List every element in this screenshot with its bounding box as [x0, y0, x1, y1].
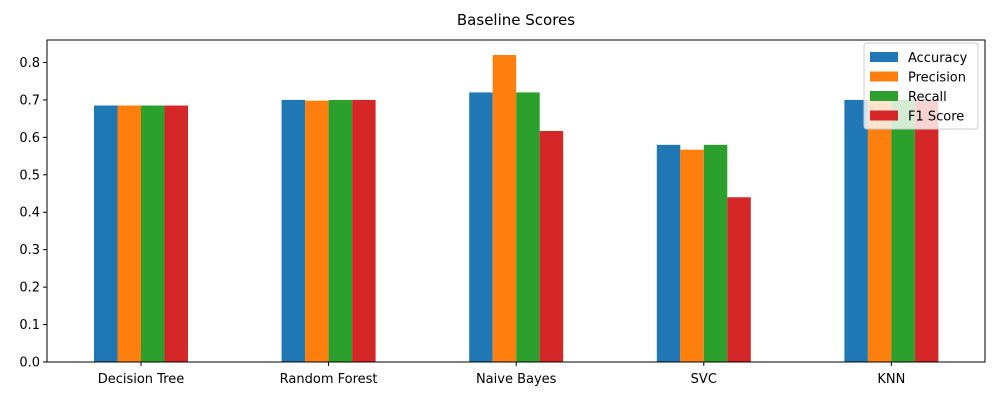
legend-swatch-f1-score — [870, 110, 898, 121]
bar-f1-score-2 — [539, 130, 564, 362]
bar-f1-score-1 — [352, 99, 376, 362]
legend-swatch-recall — [870, 91, 898, 101]
legend: Accuracy Precision Recall F1 Score — [863, 42, 979, 130]
bar-precision-0 — [117, 105, 141, 363]
bar-recall-1 — [328, 99, 353, 362]
bar-precision-4 — [867, 99, 892, 362]
legend-box — [863, 42, 979, 130]
bar-accuracy-4 — [844, 99, 868, 362]
bar-f1-score-3 — [727, 197, 751, 362]
chart-title: Baseline Scores — [457, 11, 575, 29]
x-tick-label: KNN — [877, 372, 905, 387]
bar-precision-2 — [492, 54, 517, 362]
legend-label-recall: Recall — [908, 90, 947, 105]
bar-recall-2 — [516, 92, 540, 363]
x-tick-label: SVC — [691, 372, 717, 387]
bar-accuracy-1 — [281, 99, 306, 362]
y-tick-label: 0.5 — [19, 168, 40, 183]
y-tick-label: 0.8 — [19, 56, 40, 71]
x-tick-label: Naive Bayes — [476, 372, 557, 387]
bar-f1-score-0 — [164, 105, 188, 363]
y-tick-label: 0.1 — [19, 318, 40, 333]
bar-recall-3 — [703, 144, 728, 362]
y-tick-label: 0.2 — [19, 281, 40, 296]
x-tick-label: Decision Tree — [98, 372, 185, 387]
legend-label-precision: Precision — [908, 71, 966, 86]
bar-recall-0 — [141, 105, 165, 363]
y-tick-label: 0.6 — [19, 131, 40, 146]
y-tick-label: 0.3 — [19, 243, 40, 258]
y-tick-label: 0.4 — [19, 206, 40, 221]
plot-area: 0.0 0.1 0.2 0.3 0.4 0.5 0.6 0.7 0.8 Decision Tree… — [19, 39, 986, 387]
x-tick-label: Random Forest — [280, 372, 378, 387]
bar-recall-4 — [891, 99, 915, 362]
legend-swatch-accuracy — [870, 52, 898, 62]
bar-precision-3 — [680, 149, 704, 362]
bar-accuracy-3 — [656, 144, 681, 362]
legend-label-f1-score: F1 Score — [908, 110, 964, 125]
legend-label-accuracy: Accuracy — [908, 51, 968, 66]
legend-swatch-precision — [870, 71, 898, 82]
bar-precision-1 — [305, 100, 329, 362]
y-tick-label: 0.7 — [19, 93, 40, 108]
bar-f1-score-4 — [914, 99, 939, 362]
bar-accuracy-2 — [469, 92, 493, 363]
y-tick-label: 0.0 — [19, 356, 40, 371]
bar-accuracy-0 — [94, 105, 118, 363]
